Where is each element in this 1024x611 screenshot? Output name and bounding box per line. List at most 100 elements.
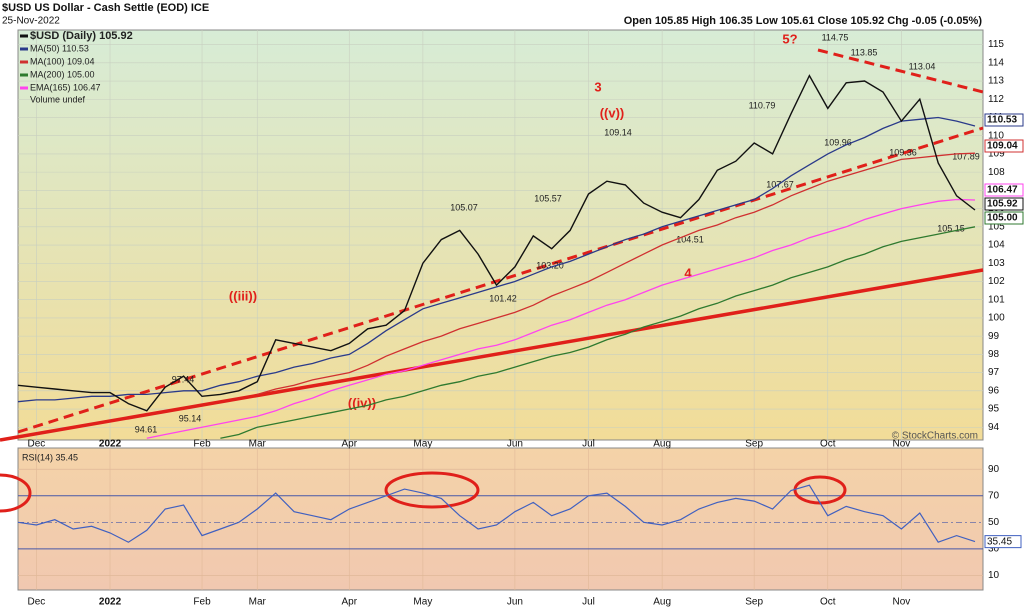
legend-entry: MA(50) 110.53	[30, 43, 89, 53]
x-tick-label: Sep	[745, 597, 763, 608]
price-label: 104.51	[676, 234, 704, 244]
watermark: © StockCharts.com	[892, 431, 978, 442]
x-tick-label: Oct	[820, 439, 836, 450]
rsi-tick-label: 50	[988, 517, 1000, 528]
rsi-panel	[17, 447, 984, 591]
legend-entry: MA(200) 105.00	[30, 69, 95, 79]
price-label: 103.20	[536, 260, 564, 270]
price-label: 114.75	[822, 32, 849, 42]
price-label: 109.96	[824, 137, 852, 147]
wave-label: ((iv))	[348, 395, 376, 410]
highlight	[0, 473, 32, 513]
y-tick-label: 103	[988, 258, 1005, 269]
x-tick-label: Nov	[892, 439, 910, 450]
end-label: 106.47	[987, 185, 1018, 196]
y-tick-label: 110	[988, 130, 1004, 141]
end-label-box	[984, 197, 1024, 211]
trendline	[17, 126, 984, 434]
y-tick-label: 100	[988, 313, 1005, 324]
y-tick-label: 102	[988, 276, 1005, 287]
end-label-box	[984, 139, 1024, 153]
rsi-tick-label: 10	[988, 570, 1000, 581]
wave-label: ((iii))	[229, 288, 257, 303]
y-tick-label: 98	[988, 349, 1000, 360]
series-line	[17, 74, 976, 412]
x-tick-label: Sep	[745, 439, 763, 450]
legend-entry: $USD (Daily) 105.92	[30, 30, 133, 42]
price-label: 109.14	[604, 127, 632, 137]
legend-entry: EMA(165) 106.47	[30, 82, 101, 92]
wave-label: 5?	[782, 31, 797, 46]
price-label: 101.42	[489, 293, 517, 303]
y-tick-label: 108	[988, 167, 1005, 178]
y-tick-label: 105	[988, 221, 1005, 232]
y-tick-label: 113	[988, 76, 1004, 87]
x-tick-label: Mar	[249, 439, 267, 450]
end-label: 105.92	[987, 199, 1018, 210]
end-label: 109.04	[987, 141, 1018, 152]
y-tick-label: 114	[988, 57, 1004, 68]
y-tick-label: 115	[988, 39, 1004, 50]
legend-entry: MA(100) 109.04	[30, 56, 95, 66]
x-tick-label: Jul	[582, 439, 595, 450]
end-label-box	[984, 183, 1024, 197]
x-tick-label: Jun	[507, 439, 523, 450]
x-tick-label: Aug	[653, 439, 671, 450]
price-label: 110.79	[749, 100, 776, 110]
x-tick-label: May	[413, 597, 432, 608]
end-label-box	[984, 113, 1024, 127]
y-tick-label: 101	[988, 294, 1005, 305]
end-label-box	[984, 211, 1024, 225]
y-tick-label: 96	[988, 385, 1000, 396]
rsi-line	[17, 484, 976, 543]
y-tick-label: 94	[988, 422, 1000, 433]
x-tick-label: Apr	[341, 597, 357, 608]
y-tick-label: 99	[988, 331, 1000, 342]
series-line	[146, 198, 976, 439]
price-label: 94.61	[135, 424, 158, 434]
end-label: 35.45	[987, 536, 1012, 547]
x-tick-label: Mar	[249, 597, 267, 608]
price-panel	[17, 29, 984, 441]
date: 25-Nov-2022	[2, 16, 60, 27]
price-label: 105.07	[450, 202, 478, 212]
quote: Open 105.85 High 106.35 Low 105.61 Close…	[624, 15, 983, 27]
price-label: 109.36	[889, 147, 917, 157]
x-tick-label: Feb	[193, 439, 211, 450]
highlight	[384, 471, 480, 509]
end-label: 105.00	[987, 213, 1018, 224]
trendline	[817, 48, 984, 94]
price-label: 95.14	[179, 413, 202, 423]
x-tick-label: 2022	[99, 439, 122, 450]
trendline	[0, 268, 984, 442]
x-tick-label: May	[413, 439, 432, 450]
legend-extra: Volume undef	[30, 94, 86, 104]
price-label: 113.04	[909, 61, 936, 71]
rsi-label: RSI(14) 35.45	[22, 452, 78, 462]
x-tick-label: Apr	[341, 439, 357, 450]
series-line	[220, 226, 976, 439]
x-tick-label: Nov	[892, 597, 910, 608]
x-tick-label: Oct	[820, 597, 836, 608]
end-label: 110.53	[987, 115, 1017, 126]
y-tick-label: 97	[988, 367, 1000, 378]
x-tick-label: Aug	[653, 597, 671, 608]
price-label: 113.85	[851, 47, 878, 57]
y-tick-label: 104	[988, 240, 1005, 251]
x-tick-label: 2022	[99, 597, 122, 608]
x-tick-label: Jun	[507, 597, 523, 608]
rsi-tick-label: 70	[988, 490, 1000, 501]
end-label-box	[984, 535, 1022, 549]
wave-label: 4	[684, 265, 692, 280]
x-tick-label: Dec	[28, 439, 46, 450]
y-tick-label: 95	[988, 404, 1000, 415]
title: $USD US Dollar - Cash Settle (EOD) ICE	[2, 2, 209, 14]
x-tick-label: Feb	[193, 597, 211, 608]
wave-label: 3	[594, 79, 601, 94]
price-label: 97.44	[172, 374, 195, 384]
x-tick-label: Dec	[28, 597, 46, 608]
price-label: 107.89	[952, 151, 980, 161]
price-label: 105.15	[937, 223, 965, 233]
wave-label: ((v))	[600, 105, 625, 120]
